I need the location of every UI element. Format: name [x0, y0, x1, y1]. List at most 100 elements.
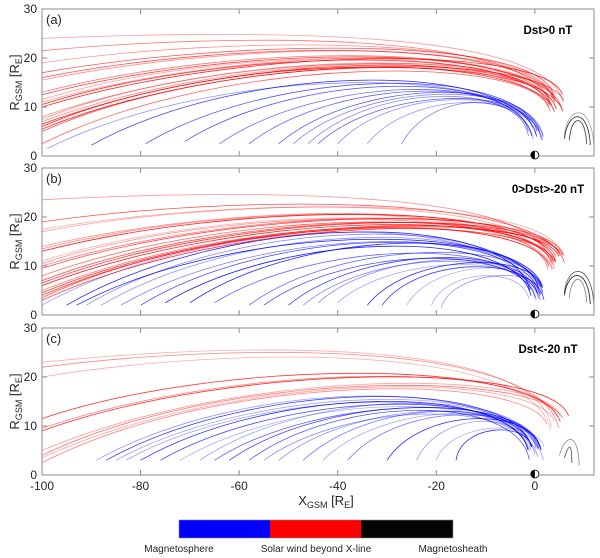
magnetosphere-line: [337, 99, 543, 145]
axes-frame: [41, 327, 595, 476]
solar-wind-line: [42, 66, 565, 132]
earth-icon: [530, 150, 540, 160]
solar-wind-line: [42, 33, 564, 102]
legend-label-magnetosphere: Magnetosphere: [144, 544, 214, 555]
solar-wind-line: [42, 217, 561, 267]
solar-wind-line: [42, 224, 554, 286]
magnetosphere-line: [416, 421, 532, 461]
solar-wind-line: [42, 206, 561, 252]
y-tick-label: 0: [30, 149, 37, 163]
x-tick-label: -100: [30, 479, 54, 493]
solar-wind-line: [42, 50, 556, 103]
y-tick-label: 30: [24, 321, 38, 335]
magnetosphere-line: [105, 396, 532, 461]
magnetosphere-line: [248, 410, 530, 461]
magnetosphere-line: [431, 275, 530, 306]
magnetosphere-line: [46, 82, 544, 150]
magnetosphere-line: [347, 414, 537, 461]
magnetosphere-line: [219, 89, 529, 145]
solar-wind-line: [42, 50, 553, 99]
panel-tag: (c): [46, 331, 61, 346]
axes-frame: [41, 8, 595, 157]
x-axis-unit-open: [R: [327, 493, 344, 508]
solar-wind-line: [42, 56, 563, 110]
x-tick-label: -40: [329, 479, 347, 493]
magnetosphere-line: [293, 93, 544, 145]
solar-wind-line: [42, 55, 552, 106]
magnetosphere-line: [455, 429, 533, 461]
magnetosphere-line: [76, 238, 544, 306]
solar-wind-line: [42, 226, 564, 299]
magnetosphere-line: [307, 95, 534, 145]
solar-wind-line: [42, 222, 560, 284]
solar-wind-line: [42, 62, 546, 120]
x-axis-unit-sub: E: [344, 500, 350, 510]
magnetosheath-line: [563, 112, 594, 147]
magnetosheath-line: [563, 275, 591, 305]
x-axis-label: XGSM [RE]: [298, 493, 353, 510]
solar-wind-line: [42, 70, 550, 145]
magnetosphere-line: [440, 275, 539, 308]
magnetosphere-line: [401, 102, 529, 144]
solar-wind-line: [42, 59, 557, 110]
y-tick-label: 0: [30, 308, 37, 322]
legend-swatch-magnetosheath: [361, 520, 453, 538]
x-axis-label-main: X: [298, 493, 307, 508]
magnetosphere-line: [248, 251, 542, 306]
solar-wind-line: [42, 225, 560, 294]
solar-wind-line: [42, 372, 561, 422]
magnetosphere-line: [317, 98, 533, 145]
field-lines: [42, 33, 594, 150]
solar-wind-line: [42, 218, 565, 269]
magnetosphere-line: [366, 262, 543, 306]
panel-tag: (a): [46, 12, 62, 27]
y-axis-label: RGSM [RE]: [7, 373, 24, 429]
solar-wind-line: [42, 44, 556, 101]
x-axis-label-sub: GSM: [307, 500, 328, 510]
magnetosphere-line: [96, 395, 536, 461]
panel-c: -100 -80 -60 -40 -20 0 0 10 20 30 RGSM [RE] (c) Dst<…: [7, 321, 595, 493]
magnetosphere-line: [140, 401, 529, 461]
x-axis-unit-close: ]: [350, 493, 354, 508]
solar-wind-line: [42, 375, 558, 429]
panel-b: 0 10 20 30 RGSM [RE] (b) 0>Dst>-20 nT: [7, 161, 595, 322]
solar-wind-line: [42, 58, 563, 108]
magnetosheath-line: [563, 271, 594, 306]
magnetosphere-line: [366, 102, 537, 145]
magnetosphere-line: [317, 259, 532, 304]
solar-wind-line: [42, 386, 555, 459]
magnetosphere-line: [288, 257, 538, 306]
magnetosphere-line: [179, 406, 530, 461]
legend-label-solar-wind: Solar wind beyond X-line: [261, 544, 372, 555]
solar-wind-line: [42, 67, 564, 130]
solar-wind-line: [42, 194, 550, 258]
y-tick-label: 10: [24, 419, 38, 433]
magnetosphere-line: [248, 90, 542, 145]
legend: Magnetosphere Solar wind beyond X-line M…: [144, 519, 487, 555]
y-tick-label: 30: [24, 161, 38, 175]
condition-label: Dst>0 nT: [524, 25, 573, 37]
x-tick-label: -80: [132, 479, 150, 493]
y-tick-label: 0: [30, 468, 37, 482]
magnetosphere-line: [386, 418, 542, 461]
field-lines: [42, 349, 580, 466]
solar-wind-line: [42, 385, 563, 456]
condition-label: Dst<-20 nT: [518, 344, 577, 356]
magnetosphere-line: [381, 266, 545, 306]
solar-wind-line: [42, 39, 551, 105]
magnetosphere-line: [322, 413, 540, 461]
solar-wind-line: [42, 213, 556, 269]
x-tick-label: -60: [230, 479, 248, 493]
panel-tag: (b): [46, 171, 62, 186]
solar-wind-line: [42, 203, 565, 263]
solar-wind-line: [42, 222, 557, 282]
condition-label: 0>Dst>-20 nT: [512, 184, 584, 196]
magnetosphere-line: [189, 242, 539, 304]
legend-frame: [178, 519, 454, 539]
x-tick-label: -20: [428, 479, 446, 493]
y-axis-label: RGSM [RE]: [7, 213, 24, 269]
magnetosheath-line: [563, 446, 573, 463]
solar-wind-line: [42, 228, 556, 301]
solar-wind-line: [42, 376, 569, 432]
